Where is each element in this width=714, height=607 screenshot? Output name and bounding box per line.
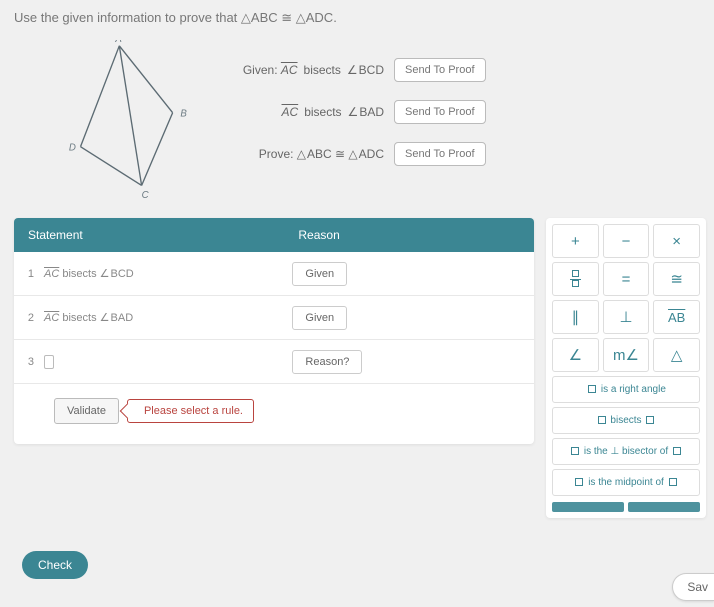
row-number: 3 (14, 356, 40, 368)
palette-symbol[interactable]: − (603, 224, 650, 258)
quadrilateral-diagram: A B D C (64, 40, 194, 200)
palette-symbol[interactable]: AB (653, 300, 700, 334)
instruction-text: Use the given information to prove that … (14, 10, 714, 26)
rule-hint-callout: Please select a rule. (127, 399, 254, 423)
given-text: Prove: ABC ≅ ADC (214, 147, 384, 161)
palette-symbol[interactable]: ⊥ (603, 300, 650, 334)
reason-cell: Given (284, 256, 534, 292)
palette-symbol[interactable]: ∠ (552, 338, 599, 372)
table-body: 1AC bisects BCD Given 2AC bisects BAD Given… (14, 252, 534, 384)
top-row: ABDC Given: AC bisects BCDSend To ProofA… (14, 40, 714, 200)
palette-symbol[interactable]: + (552, 224, 599, 258)
palette-footer-slot[interactable] (628, 502, 700, 512)
table-row: 3 Reason? (14, 340, 534, 384)
check-button[interactable]: Check (22, 551, 88, 579)
symbol-palette: +−×=≅ ∥⊥AB ∠m∠△ is a right angle bisects i… (546, 218, 706, 518)
reason-box[interactable]: Reason? (292, 350, 362, 374)
palette-phrase[interactable]: is the ⊥ bisector of (552, 438, 700, 465)
statement-cell[interactable] (40, 349, 284, 375)
reason-box[interactable]: Given (292, 306, 347, 330)
send-to-proof-button[interactable]: Send To Proof (394, 100, 486, 124)
palette-footer (552, 502, 700, 512)
palette-phrase[interactable]: bisects (552, 407, 700, 434)
row-number: 1 (14, 268, 40, 280)
proof-table: Statement Reason 1AC bisects BCDGiven2AC… (14, 218, 534, 444)
validate-row: Validate Please select a rule. (14, 384, 534, 444)
table-row: 2AC bisects BAD Given (14, 296, 534, 340)
palette-phrase[interactable]: is a right angle (552, 376, 700, 403)
palette-phrases: is a right angle bisects is the ⊥ bisect… (552, 376, 700, 496)
header-reason: Reason (284, 218, 534, 252)
given-line: AC bisects BAD Send To Proof (214, 100, 486, 124)
palette-grid: +−×=≅ ∥⊥AB ∠m∠△ (552, 224, 700, 372)
given-text: Given: AC bisects BCD (214, 63, 384, 77)
proof-area: Statement Reason 1AC bisects BCDGiven2AC… (14, 218, 714, 518)
given-line: Given: AC bisects BCD Send To Proof (214, 58, 486, 82)
table-header: Statement Reason (14, 218, 534, 252)
svg-text:D: D (69, 143, 76, 154)
palette-symbol[interactable] (552, 262, 599, 296)
validate-button[interactable]: Validate (54, 398, 119, 424)
palette-phrase[interactable]: is the midpoint of (552, 469, 700, 496)
send-to-proof-button[interactable]: Send To Proof (394, 142, 486, 166)
given-text: AC bisects BAD (214, 105, 384, 119)
row-number: 2 (14, 312, 40, 324)
send-to-proof-button[interactable]: Send To Proof (394, 58, 486, 82)
reason-cell: Reason? (284, 344, 534, 380)
reason-box[interactable]: Given (292, 262, 347, 286)
svg-text:A: A (114, 40, 121, 45)
table-row: 1AC bisects BCD Given (14, 252, 534, 296)
givens-list: Given: AC bisects BCDSend To ProofAC bis… (214, 40, 486, 166)
statement-cell[interactable]: AC bisects BAD (40, 305, 284, 330)
svg-text:C: C (142, 190, 150, 200)
header-statement: Statement (14, 218, 284, 252)
palette-symbol[interactable]: × (653, 224, 700, 258)
palette-symbol[interactable]: △ (653, 338, 700, 372)
palette-symbol[interactable]: ∥ (552, 300, 599, 334)
reason-cell: Given (284, 300, 534, 336)
palette-symbol[interactable]: = (603, 262, 650, 296)
statement-cell[interactable]: AC bisects BCD (40, 261, 284, 286)
palette-symbol[interactable]: m∠ (603, 338, 650, 372)
given-line: Prove: ABC ≅ ADC Send To Proof (214, 142, 486, 166)
palette-symbol[interactable]: ≅ (653, 262, 700, 296)
svg-text:B: B (180, 109, 187, 120)
save-button[interactable]: Sav (672, 573, 714, 601)
palette-footer-slot[interactable] (552, 502, 624, 512)
